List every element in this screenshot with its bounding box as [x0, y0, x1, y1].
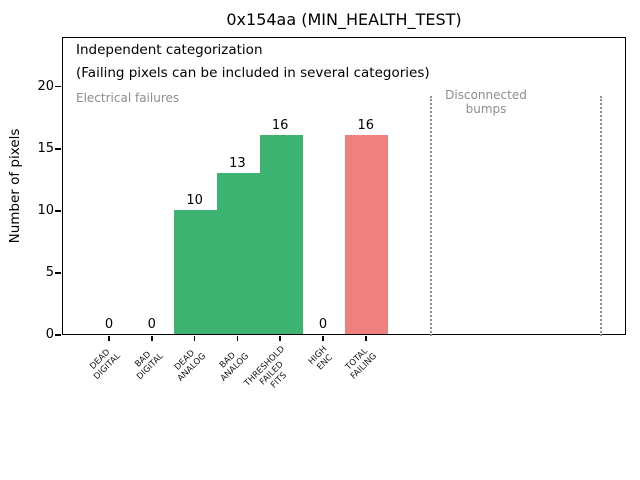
x-tick [279, 336, 281, 341]
bar-value-label: 0 [147, 317, 156, 332]
x-tick-label: THRESHOLD FAILED FITS [242, 344, 289, 391]
y-tick-label: 5 [45, 264, 54, 280]
x-tick [322, 336, 324, 341]
annotation-1: (Failing pixels can be included in sever… [76, 65, 430, 81]
y-tick [55, 85, 61, 88]
region-divider [429, 96, 432, 336]
x-tick [108, 336, 110, 341]
bar-value-label: 10 [186, 192, 203, 208]
bar-value-label: 16 [271, 118, 289, 134]
x-tick-label: DEAD ANALOG [172, 348, 208, 384]
x-tick-label: DEAD DIGITAL [87, 347, 123, 382]
bar-value-label: 16 [357, 118, 375, 134]
bar-value-label: 13 [229, 155, 246, 171]
annotation-2: Electrical failures [76, 91, 180, 105]
x-tick-label: BAD DIGITAL [132, 349, 166, 382]
chart-title: 0x154aa (MIN_HEALTH_TEST) [226, 10, 462, 29]
y-tick [55, 334, 61, 336]
region-divider [600, 96, 602, 336]
y-tick-label: 10 [37, 202, 54, 218]
x-tick [365, 336, 367, 341]
y-tick [55, 147, 61, 150]
bar-total-failing [345, 135, 389, 334]
x-tick [236, 336, 239, 341]
annotation-3: Disconnected bumps [445, 88, 527, 116]
annotation-0: Independent categorization [76, 42, 263, 58]
plot-area: Independent categorization (Failing pixel… [62, 37, 626, 336]
bar-bad-analog [216, 172, 260, 334]
y-tick [55, 272, 61, 274]
y-tick-label: 15 [37, 140, 54, 156]
bar-value-label: 0 [104, 317, 114, 332]
y-tick-label: 20 [37, 78, 54, 94]
x-tick [193, 336, 196, 341]
bar-threshold-failed-fits [259, 135, 303, 334]
bar-dead-analog [174, 209, 218, 334]
x-tick-label: HIGH ENC [306, 344, 335, 373]
y-tick [55, 210, 61, 212]
x-tick [151, 336, 153, 341]
x-tick-label: TOTAL FAILING [344, 346, 380, 382]
y-tick-label: 0 [45, 327, 54, 342]
bar-value-label: 0 [318, 317, 328, 332]
